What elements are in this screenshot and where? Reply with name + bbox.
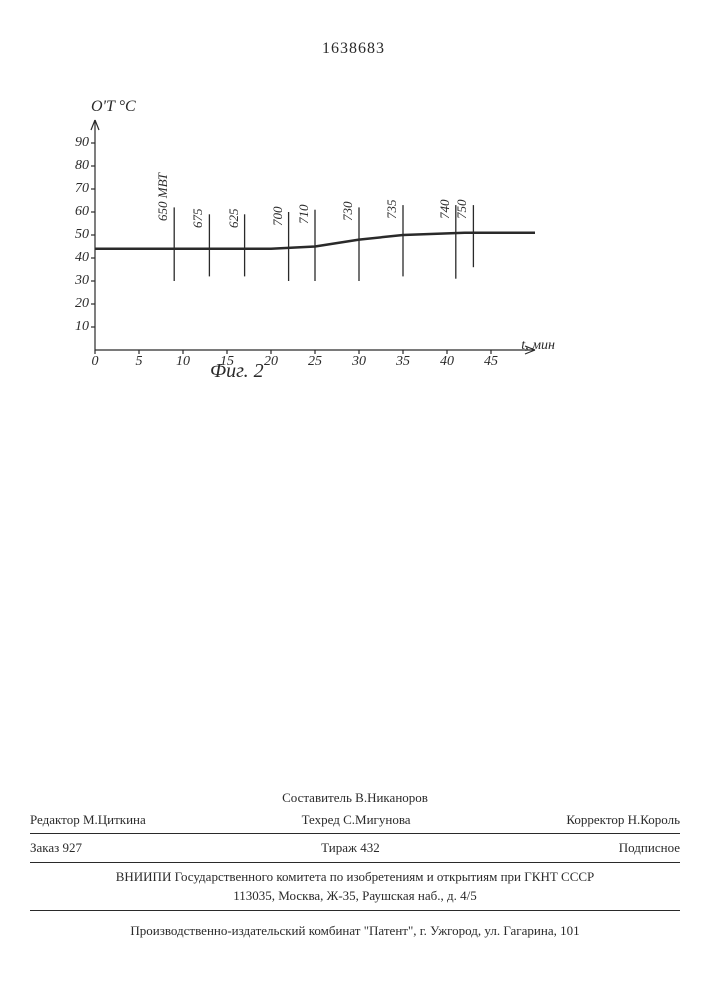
vniipi-line1: ВНИИПИ Государственного комитета по изоб… bbox=[30, 867, 680, 887]
tirazh-label: Тираж 432 bbox=[321, 838, 380, 858]
figure-caption: Фиг. 2 bbox=[210, 360, 264, 383]
chart-svg bbox=[95, 120, 535, 350]
order-label: Заказ 927 bbox=[30, 838, 82, 858]
power-annotation: 735 bbox=[384, 200, 400, 220]
y-tick-label: 40 bbox=[75, 250, 89, 266]
power-annotation: 650 МВТ bbox=[155, 173, 171, 221]
x-tick-label: 45 bbox=[484, 354, 498, 370]
footer-block: Составитель В.Никаноров Редактор М.Цитки… bbox=[30, 788, 680, 940]
x-tick-label: 40 bbox=[440, 354, 454, 370]
x-axis-label: t, мин bbox=[521, 338, 555, 354]
x-tick-label: 25 bbox=[308, 354, 322, 370]
y-tick-label: 70 bbox=[75, 181, 89, 197]
vniipi-line2: 113035, Москва, Ж-35, Раушская наб., д. … bbox=[30, 886, 680, 906]
y-tick-label: 50 bbox=[75, 227, 89, 243]
power-annotation: 710 bbox=[296, 204, 312, 224]
temperature-chart: O'T °C t, мин 10203040506070809005101520… bbox=[95, 120, 535, 350]
divider bbox=[30, 833, 680, 834]
document-number: 1638683 bbox=[0, 40, 707, 58]
x-tick-label: 5 bbox=[136, 354, 143, 370]
power-annotation: 740 bbox=[437, 200, 453, 220]
power-annotation: 750 bbox=[454, 200, 470, 220]
techred-label: Техред С.Мигунова bbox=[302, 810, 411, 830]
power-annotation: 730 bbox=[340, 202, 356, 222]
podpis-label: Подписное bbox=[619, 838, 680, 858]
divider bbox=[30, 862, 680, 863]
power-annotation: 625 bbox=[226, 209, 242, 229]
y-axis-label: O'T °C bbox=[91, 98, 136, 116]
corrector-label: Корректор Н.Король bbox=[566, 810, 680, 830]
compiler-line: Составитель В.Никаноров bbox=[30, 788, 680, 808]
y-tick-label: 20 bbox=[75, 296, 89, 312]
x-tick-label: 30 bbox=[352, 354, 366, 370]
y-tick-label: 90 bbox=[75, 135, 89, 151]
y-tick-label: 10 bbox=[75, 319, 89, 335]
divider bbox=[30, 910, 680, 911]
y-tick-label: 60 bbox=[75, 204, 89, 220]
production-line: Производственно-издательский комбинат "П… bbox=[30, 921, 680, 941]
y-tick-label: 30 bbox=[75, 273, 89, 289]
x-tick-label: 10 bbox=[176, 354, 190, 370]
x-tick-label: 20 bbox=[264, 354, 278, 370]
editor-label: Редактор М.Циткина bbox=[30, 810, 146, 830]
y-tick-label: 80 bbox=[75, 158, 89, 174]
chart-container: O'T °C t, мин 10203040506070809005101520… bbox=[95, 120, 535, 350]
x-tick-label: 0 bbox=[92, 354, 99, 370]
power-annotation: 700 bbox=[270, 207, 286, 227]
x-tick-label: 35 bbox=[396, 354, 410, 370]
power-annotation: 675 bbox=[190, 209, 206, 229]
